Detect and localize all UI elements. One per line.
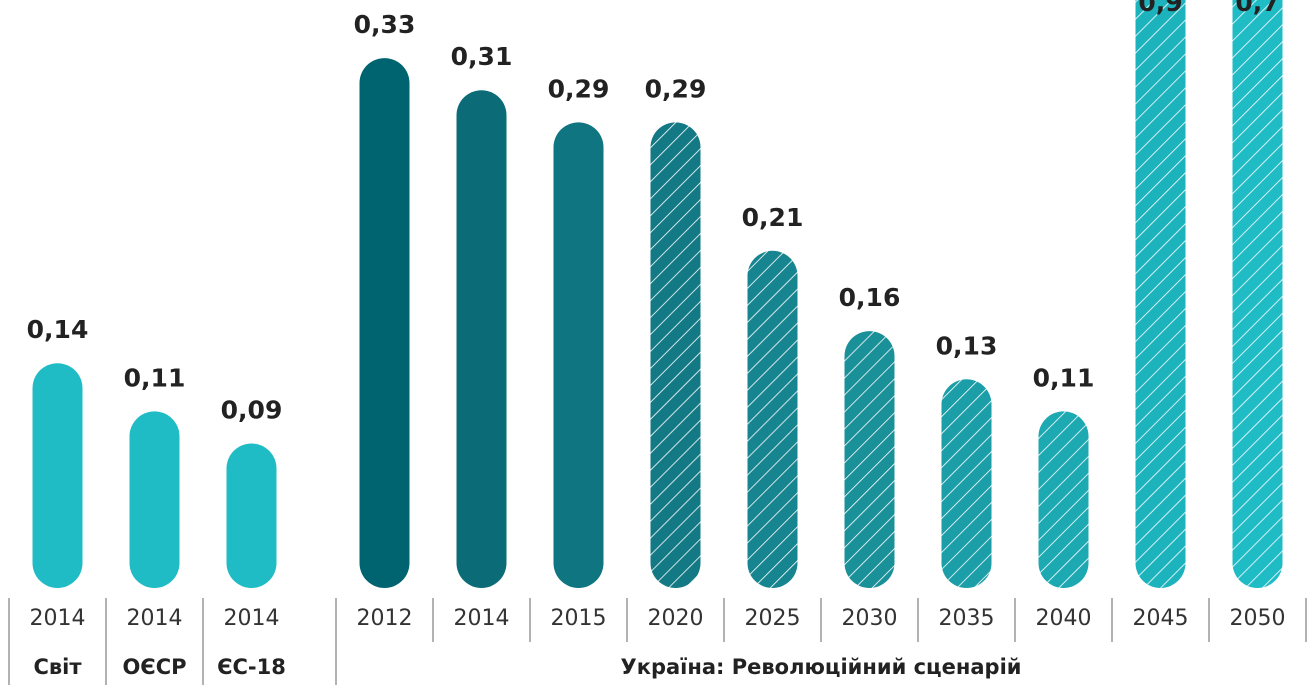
value-label: 0,7 [1235, 0, 1279, 17]
x-tick-label: 2040 [1036, 606, 1092, 631]
x-tick-label: 2050 [1230, 606, 1286, 631]
value-label: 0,09 [221, 395, 283, 424]
value-label: 0,21 [742, 203, 804, 232]
value-label: 0,33 [354, 10, 416, 39]
x-tick-label: 2014 [454, 606, 510, 631]
x-tick-label: 2045 [1133, 606, 1189, 631]
value-label: 0,11 [1033, 363, 1095, 392]
value-label: 0,29 [548, 74, 610, 103]
bar [747, 250, 798, 589]
bar [650, 122, 701, 588]
bar [1038, 411, 1089, 588]
x-tick-label: 2012 [357, 606, 413, 631]
value-label: 0,11 [124, 363, 186, 392]
value-label: 0,16 [839, 283, 901, 312]
x-tick-label: 2025 [745, 606, 801, 631]
x-tick-label: 2020 [648, 606, 704, 631]
bar [1135, 0, 1186, 588]
group-label: ОЄСР [122, 655, 186, 679]
x-tick-label: 2035 [939, 606, 995, 631]
bar [1232, 0, 1283, 588]
group-label: Україна: Революційний сценарій [621, 655, 1022, 679]
bar [553, 122, 604, 588]
value-label: 0,9 [1138, 0, 1182, 17]
bars [32, 0, 1283, 589]
value-label: 0,13 [936, 331, 998, 360]
bar [844, 331, 895, 588]
value-label: 0,29 [645, 74, 707, 103]
bar [456, 90, 507, 588]
x-tick-label: 2015 [551, 606, 607, 631]
group-label: Світ [33, 655, 82, 679]
x-tick-label: 2014 [127, 606, 183, 631]
bar [129, 411, 180, 588]
bar [226, 443, 277, 588]
bar [32, 363, 83, 588]
bar [359, 58, 410, 589]
x-tick-label: 2014 [224, 606, 280, 631]
group-label: ЄС-18 [217, 655, 286, 679]
x-tick-label: 2030 [842, 606, 898, 631]
value-label: 0,14 [27, 315, 89, 344]
bar [941, 379, 992, 588]
x-tick-label: 2014 [30, 606, 86, 631]
value-label: 0,31 [451, 42, 513, 71]
